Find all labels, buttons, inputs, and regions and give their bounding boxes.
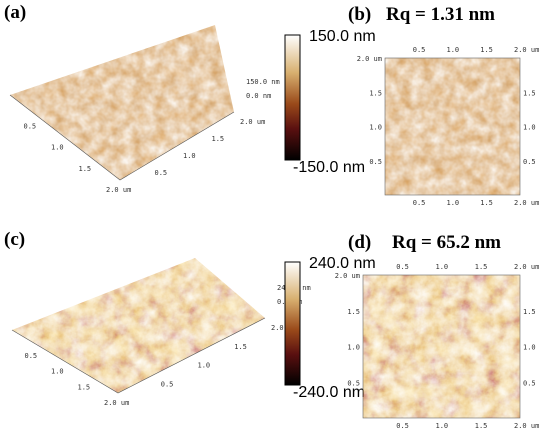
bottom-tick-label: 1.5 <box>475 422 488 430</box>
top-tick-label: 1.0 <box>436 263 449 271</box>
right-tick-label: 1.0 <box>523 124 536 132</box>
top-tick-label: 2.0 um <box>514 46 539 54</box>
surface-map <box>363 275 520 418</box>
left-tick-label: 2.0 um <box>335 272 360 280</box>
top-tick-label: 0.5 <box>413 46 426 54</box>
left-tick-label: 1.0 <box>369 124 382 132</box>
x-tick-label: 0.5 <box>24 122 37 130</box>
bottom-tick-label: 0.5 <box>413 199 426 207</box>
y-tick-label: 0.5 <box>161 380 174 388</box>
y-tick-label: 0.5 <box>155 169 168 177</box>
surface-map <box>385 58 520 195</box>
left-tick-label: 1.5 <box>369 89 382 97</box>
panel-title: Rq = 1.31 nm <box>386 4 495 25</box>
top-tick-label: 2.0 um <box>514 263 539 271</box>
panel-label: (b) <box>348 4 371 25</box>
right-tick-label: 0.5 <box>523 379 536 387</box>
scale-max-label: 150.0 nm <box>309 28 376 45</box>
bottom-tick-label: 1.5 <box>480 199 493 207</box>
scale-min-label: -240.0 nm <box>293 384 365 401</box>
right-tick-label: 1.5 <box>523 89 536 97</box>
z-tick-label: 0.0 nm <box>246 92 271 100</box>
color-scale <box>284 261 301 386</box>
y-tick-label: 1.0 <box>183 152 196 160</box>
x-tick-label: 1.5 <box>79 165 92 173</box>
left-tick-label: 1.0 <box>347 344 360 352</box>
y-tick-label: 2.0 um <box>271 324 296 332</box>
y-tick-label: 2.0 um <box>240 118 265 126</box>
map-frame <box>384 57 521 196</box>
top-tick-label: 1.5 <box>475 263 488 271</box>
right-tick-label: 0.5 <box>523 158 536 166</box>
panel-label: (c) <box>4 229 25 250</box>
right-tick-label: 1.5 <box>523 308 536 316</box>
bottom-tick-label: 1.0 <box>447 199 460 207</box>
surface <box>12 258 265 393</box>
axis-edge <box>11 317 266 394</box>
left-tick-label: 0.5 <box>369 158 382 166</box>
bottom-tick-label: 2.0 um <box>514 199 539 207</box>
x-tick-label: 2.0 um <box>106 186 131 194</box>
top-tick-label: 1.0 <box>447 46 460 54</box>
top-tick-label: 1.5 <box>480 46 493 54</box>
bottom-tick-label: 2.0 um <box>514 422 539 430</box>
left-tick-label: 2.0 um <box>357 55 382 63</box>
bottom-tick-label: 1.0 <box>436 422 449 430</box>
z-tick-label: 150.0 nm <box>246 78 280 86</box>
x-tick-label: 0.5 <box>25 352 38 360</box>
color-scale <box>284 34 301 161</box>
top-tick-label: 0.5 <box>396 263 409 271</box>
y-tick-label: 1.5 <box>234 343 247 351</box>
scale-min-label: -150.0 nm <box>293 159 365 176</box>
x-tick-label: 2.0 um <box>104 399 129 407</box>
panel-title: Rq = 65.2 nm <box>392 232 501 253</box>
left-tick-label: 1.5 <box>347 308 360 316</box>
axis-edge <box>9 94 235 181</box>
y-tick-label: 1.0 <box>198 362 211 370</box>
x-tick-label: 1.0 <box>51 144 64 152</box>
panel-label: (a) <box>4 2 26 23</box>
scale-max-label: 240.0 nm <box>309 255 376 272</box>
bottom-tick-label: 0.5 <box>396 422 409 430</box>
map-frame <box>362 274 521 419</box>
panel-label: (d) <box>348 232 371 253</box>
y-tick-label: 1.5 <box>212 135 225 143</box>
x-tick-label: 1.0 <box>51 368 64 376</box>
surface <box>10 25 234 180</box>
x-tick-label: 1.5 <box>78 383 91 391</box>
right-tick-label: 1.0 <box>523 344 536 352</box>
left-tick-label: 0.5 <box>347 379 360 387</box>
